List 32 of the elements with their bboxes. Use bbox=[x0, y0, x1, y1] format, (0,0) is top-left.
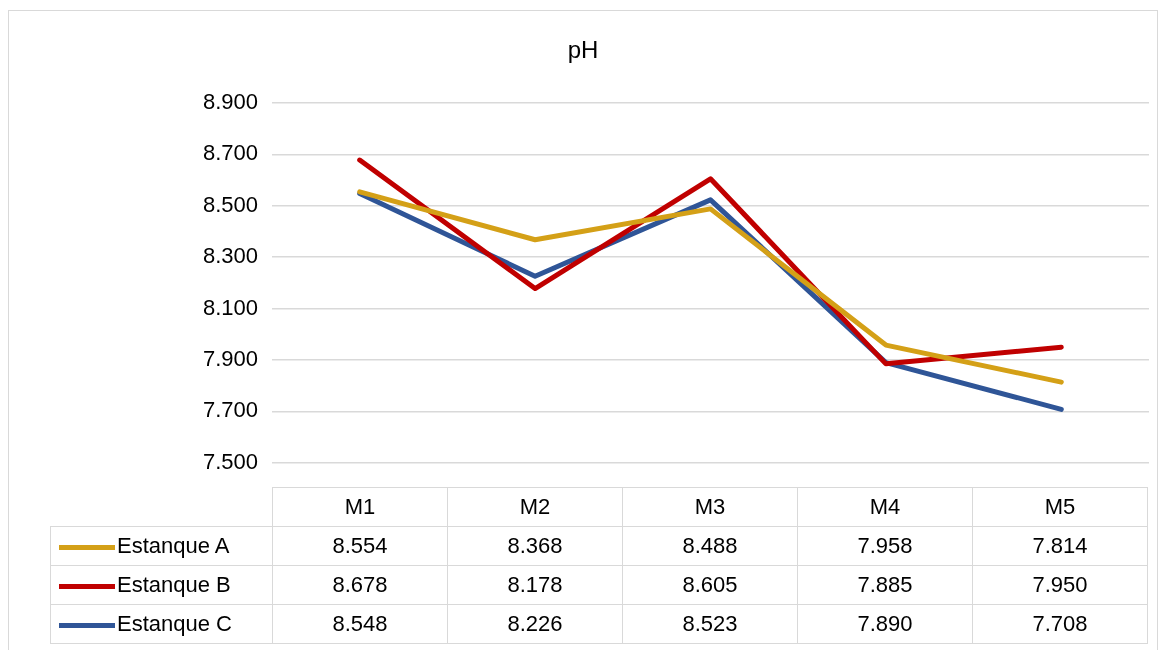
x-tick-label: M3 bbox=[622, 487, 798, 527]
y-tick-label: 8.500 bbox=[202, 191, 258, 217]
data-label: 7.950 bbox=[972, 565, 1148, 605]
y-tick-label: 7.700 bbox=[202, 397, 258, 423]
y-tick-label: 7.500 bbox=[202, 448, 258, 474]
data-label: 7.885 bbox=[797, 565, 973, 605]
x-tick-label: M4 bbox=[797, 487, 973, 527]
y-tick-label: 7.900 bbox=[202, 346, 258, 372]
y-tick-label: 8.700 bbox=[202, 140, 258, 166]
x-tick-label: M5 bbox=[972, 487, 1148, 527]
data-label: 8.548 bbox=[272, 604, 448, 644]
data-label: 8.368 bbox=[447, 526, 623, 566]
y-tick-label: 8.900 bbox=[202, 89, 258, 115]
data-label: 8.523 bbox=[622, 604, 798, 644]
data-label: 7.708 bbox=[972, 604, 1148, 644]
data-label: 8.178 bbox=[447, 565, 623, 605]
data-label: 8.488 bbox=[622, 526, 798, 566]
y-tick-label: 8.100 bbox=[202, 294, 258, 320]
data-label: 7.814 bbox=[972, 526, 1148, 566]
data-label: 7.958 bbox=[797, 526, 973, 566]
legend-label: Estanque A bbox=[117, 533, 230, 558]
x-tick-label: M2 bbox=[447, 487, 623, 527]
data-label: 8.554 bbox=[272, 526, 448, 566]
data-label: 8.226 bbox=[447, 604, 623, 644]
legend-label: Estanque B bbox=[117, 572, 231, 597]
data-label: 7.890 bbox=[797, 604, 973, 644]
legend-label: Estanque C bbox=[117, 611, 232, 636]
x-tick-label: M1 bbox=[272, 487, 448, 527]
data-label: 8.605 bbox=[622, 565, 798, 605]
chart-title: pH bbox=[566, 36, 600, 64]
y-tick-label: 8.300 bbox=[202, 243, 258, 269]
data-label: 8.678 bbox=[272, 565, 448, 605]
